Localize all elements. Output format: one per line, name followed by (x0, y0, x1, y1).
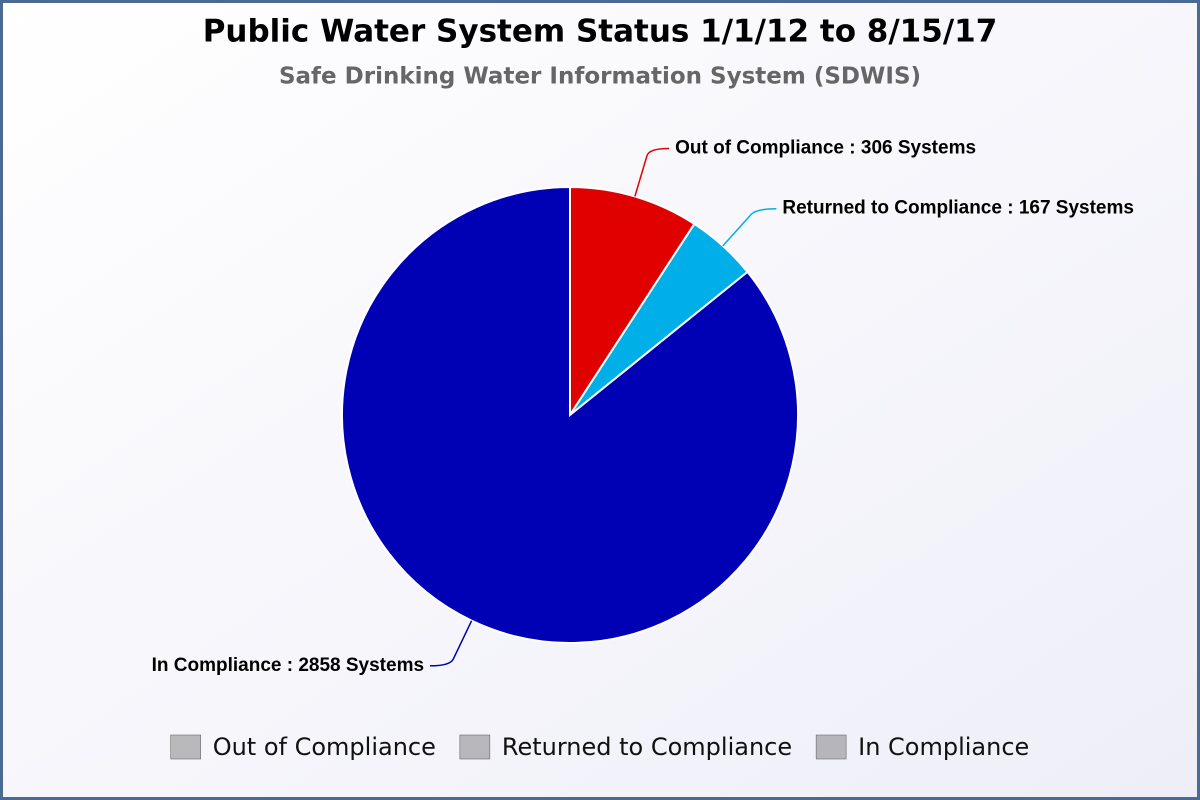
legend-label: Out of Compliance (213, 733, 436, 761)
pie-slice (569, 185, 696, 419)
legend-swatch (170, 734, 201, 760)
legend-label: Returned to Compliance (502, 733, 792, 761)
legend-swatch (459, 734, 491, 760)
legend-swatch (815, 734, 847, 760)
chart-subtitle: Safe Drinking Water Information System (… (279, 64, 921, 90)
data-label: In Compliance : 2858 Systems (152, 655, 424, 676)
label-connector (722, 207, 777, 247)
legend: Out of Compliance Returned to Compliance I… (170, 733, 1029, 761)
legend-label: In Compliance (858, 733, 1029, 761)
chart-title: Public Water System Status 1/1/12 to 8/1… (203, 14, 998, 50)
label-connector (634, 147, 670, 197)
data-label: Returned to Compliance : 167 Systems (782, 198, 1134, 219)
label-connector (430, 620, 473, 667)
data-label: Out of Compliance : 306 Systems (675, 138, 976, 159)
